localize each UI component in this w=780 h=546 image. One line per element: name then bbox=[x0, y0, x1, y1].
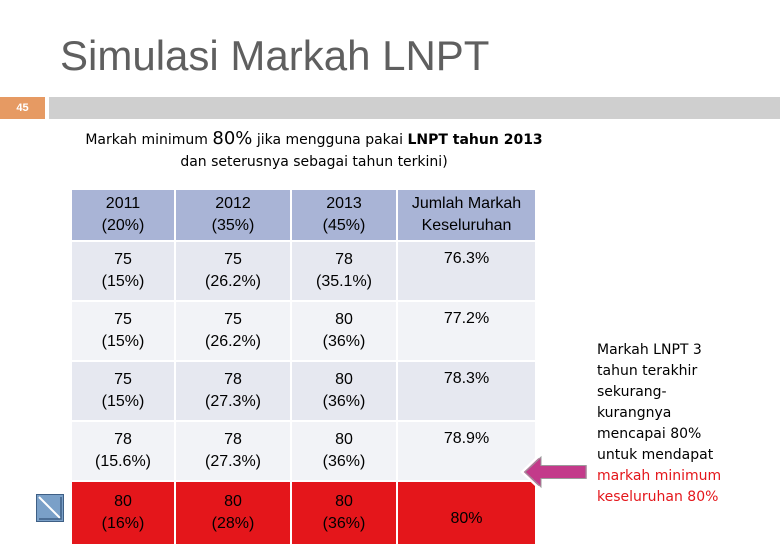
table-cell: 80 (36%) bbox=[291, 481, 398, 546]
table-cell: 78 (35.1%) bbox=[291, 241, 398, 302]
sidebar-line-highlight: markah minimum bbox=[597, 468, 722, 484]
table-row-highlight: 80 (16%) 80 (28%) 80 (36%) 80% bbox=[72, 481, 537, 546]
title-rule bbox=[49, 97, 780, 119]
header-cell-2011: 2011 (20%) bbox=[72, 190, 176, 242]
note-part3: jika mengguna pakai bbox=[252, 132, 408, 148]
total-cell: 76.3% bbox=[397, 241, 537, 302]
note-part4: LNPT tahun 2013 bbox=[407, 132, 543, 148]
sidebar-line: sekurang- bbox=[597, 384, 667, 400]
table-cell: 80 (36%) bbox=[291, 301, 398, 362]
header-cell-2012: 2012 (35%) bbox=[175, 190, 292, 242]
sidebar-line-highlight: keseluruhan 80% bbox=[597, 489, 719, 505]
table-cell: 80 (28%) bbox=[175, 481, 292, 546]
total-cell: 77.2% bbox=[397, 301, 537, 362]
note-part1: Markah minimum bbox=[85, 132, 213, 148]
table-row: 75 (15%) 75 (26.2%) 78 (35.1%) 76.3% bbox=[72, 241, 537, 302]
total-cell: 78.9% bbox=[397, 421, 537, 482]
table-cell: 75 (15%) bbox=[72, 241, 176, 302]
marks-table: 2011 (20%) 2012 (35%) 2013 (45%) Jumlah Mar… bbox=[72, 190, 537, 546]
sidebar-note: Markah LNPT 3 tahun terakhir sekurang- k… bbox=[597, 340, 767, 508]
sidebar-line: mencapai 80% bbox=[597, 426, 702, 442]
total-cell: 78.3% bbox=[397, 361, 537, 422]
table-cell: 75 (15%) bbox=[72, 301, 176, 362]
table-cell: 78 (27.3%) bbox=[175, 421, 292, 482]
slide-number: 45 bbox=[0, 97, 45, 119]
total-cell: 80% bbox=[397, 481, 537, 546]
table-cell: 75 (26.2%) bbox=[175, 301, 292, 362]
nav-icon[interactable] bbox=[36, 494, 64, 522]
table-row: 78 (15.6%) 78 (27.3%) 80 (36%) 78.9% bbox=[72, 421, 537, 482]
table-cell: 80 (36%) bbox=[291, 361, 398, 422]
note-text: Markah minimum 80% jika mengguna pakai L… bbox=[84, 128, 544, 173]
table-cell: 78 (15.6%) bbox=[72, 421, 176, 482]
table-cell: 80 (16%) bbox=[72, 481, 176, 546]
note-part2: 80% bbox=[212, 128, 253, 149]
table-cell: 75 (26.2%) bbox=[175, 241, 292, 302]
sidebar-line: untuk mendapat bbox=[597, 447, 714, 463]
header-cell-total: Jumlah Markah Keseluruhan bbox=[397, 190, 537, 242]
note-part5: dan seterusnya sebagai tahun terkini) bbox=[180, 154, 448, 170]
table-row: 75 (15%) 75 (26.2%) 80 (36%) 77.2% bbox=[72, 301, 537, 362]
left-arrow-icon bbox=[520, 453, 590, 491]
table-cell: 75 (15%) bbox=[72, 361, 176, 422]
sidebar-line: Markah LNPT 3 bbox=[597, 342, 702, 358]
slide-title: Simulasi Markah LNPT bbox=[60, 32, 490, 79]
table-cell: 78 (27.3%) bbox=[175, 361, 292, 422]
header-cell-2013: 2013 (45%) bbox=[291, 190, 398, 242]
sidebar-line: tahun terakhir bbox=[597, 363, 698, 379]
table-header-row: 2011 (20%) 2012 (35%) 2013 (45%) Jumlah Mar… bbox=[72, 190, 537, 242]
table-cell: 80 (36%) bbox=[291, 421, 398, 482]
sidebar-line: kurangnya bbox=[597, 405, 672, 421]
table-row: 75 (15%) 78 (27.3%) 80 (36%) 78.3% bbox=[72, 361, 537, 422]
